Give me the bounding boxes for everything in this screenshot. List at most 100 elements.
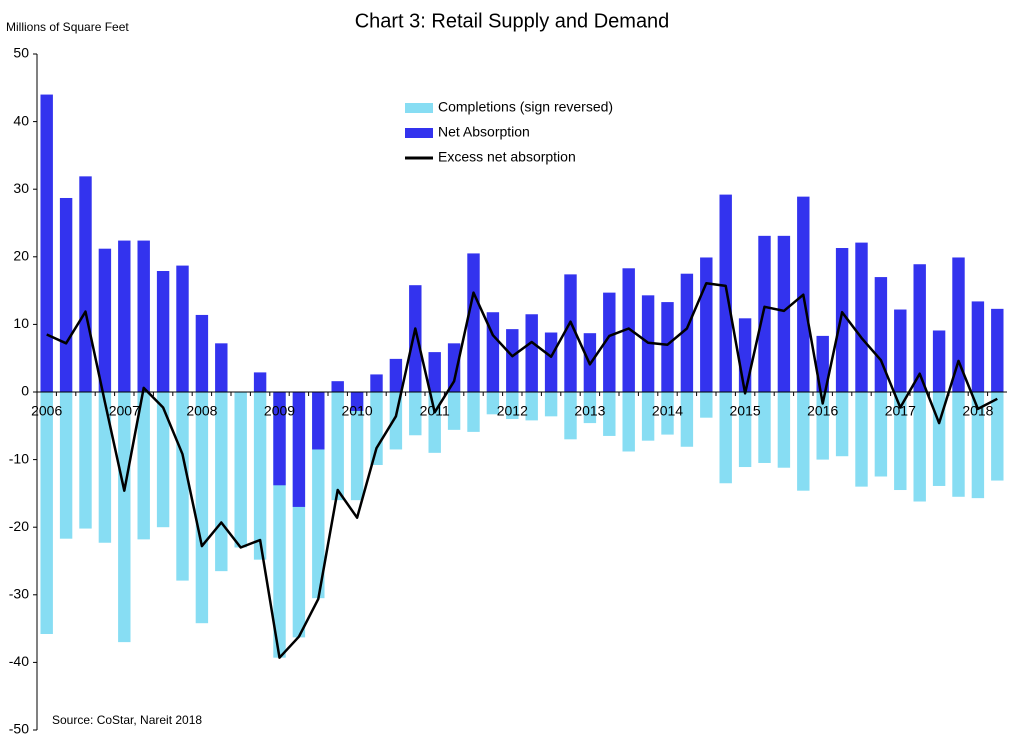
- bar: [661, 302, 674, 392]
- bar: [680, 392, 694, 447]
- bar: [758, 392, 771, 463]
- bar: [292, 392, 306, 507]
- y-tick-label: -10: [9, 450, 29, 466]
- bar: [156, 392, 170, 528]
- bar: [350, 392, 364, 501]
- bar: [680, 273, 694, 392]
- x-tick-label: 2015: [730, 403, 761, 419]
- y-tick-label: 10: [13, 315, 29, 331]
- x-tick-label: 2008: [186, 403, 217, 419]
- bar: [603, 392, 616, 436]
- bar: [835, 248, 849, 392]
- y-axis-label: Millions of Square Feet: [6, 20, 129, 34]
- bar: [137, 240, 150, 392]
- y-tick-label: -30: [9, 586, 29, 602]
- bar: [874, 392, 888, 477]
- bar: [816, 392, 829, 460]
- bar: [409, 285, 422, 392]
- source-note: Source: CoStar, Nareit 2018: [52, 713, 202, 727]
- bar: [816, 335, 829, 392]
- bar: [350, 392, 364, 411]
- bar: [738, 392, 752, 468]
- x-tick-label: 2013: [574, 403, 605, 419]
- bar: [389, 358, 403, 392]
- y-tick-label: -20: [9, 518, 29, 534]
- x-tick-label: 2012: [497, 403, 528, 419]
- bar: [370, 392, 383, 466]
- bar: [59, 197, 73, 392]
- bar: [79, 176, 92, 392]
- bar: [273, 392, 286, 486]
- bar: [40, 94, 53, 392]
- y-tick-label: -40: [9, 653, 29, 669]
- bar: [894, 392, 907, 491]
- y-tick-label: -50: [9, 721, 29, 737]
- bar: [59, 392, 73, 539]
- bar: [312, 392, 325, 450]
- y-tick-label: 50: [13, 45, 29, 61]
- bar: [971, 301, 985, 392]
- y-tick-label: 40: [13, 112, 29, 128]
- bar: [913, 264, 926, 392]
- bar: [525, 392, 538, 421]
- line: [46, 281, 998, 659]
- legend-swatch: [405, 128, 433, 138]
- bar: [641, 392, 655, 441]
- x-tick-label: 2006: [31, 403, 62, 419]
- legend-label: Net Absorption: [438, 124, 530, 140]
- bar: [525, 314, 538, 392]
- bar: [486, 392, 500, 415]
- bar: [622, 268, 635, 392]
- bar: [661, 392, 674, 435]
- bar: [952, 392, 965, 497]
- bar: [506, 392, 519, 420]
- y-tick-label: 20: [13, 248, 29, 264]
- bar: [215, 392, 228, 572]
- bar: [195, 392, 209, 624]
- bar: [971, 392, 985, 499]
- chart-title: Chart 3: Retail Supply and Demand: [355, 10, 670, 32]
- bar: [409, 392, 422, 436]
- bar: [952, 257, 965, 392]
- bar: [137, 392, 150, 540]
- x-tick-label: 2018: [962, 403, 993, 419]
- bar: [253, 392, 267, 560]
- bar: [467, 392, 480, 432]
- bar: [331, 392, 344, 501]
- bar: [370, 374, 383, 392]
- bar: [603, 292, 616, 392]
- bar: [176, 392, 189, 581]
- bar: [622, 392, 635, 452]
- bar: [894, 309, 907, 392]
- bar: [176, 265, 189, 392]
- bar: [195, 314, 209, 392]
- bar: [486, 312, 500, 392]
- bar: [874, 277, 888, 392]
- bar: [118, 240, 131, 392]
- bar: [156, 270, 170, 392]
- bar: [428, 392, 441, 453]
- bar: [719, 194, 732, 392]
- bar: [719, 392, 732, 484]
- bar: [700, 257, 713, 392]
- bar: [991, 392, 1004, 481]
- bar: [447, 392, 461, 430]
- bar: [98, 248, 112, 392]
- legend-label: Completions (sign reversed): [438, 99, 613, 115]
- bar: [253, 372, 267, 392]
- x-tick-label: 2010: [342, 403, 373, 419]
- legend-swatch: [405, 103, 433, 113]
- x-tick-label: 2014: [652, 403, 683, 419]
- bar: [234, 392, 247, 548]
- bar: [835, 392, 849, 457]
- bar: [564, 392, 577, 440]
- bar: [428, 352, 441, 392]
- bar: [797, 392, 810, 491]
- bar: [932, 330, 946, 392]
- x-tick-label: 2016: [807, 403, 838, 419]
- x-tick-label: 2017: [885, 403, 916, 419]
- bar: [506, 329, 519, 392]
- y-tick-label: 0: [21, 383, 29, 399]
- bar: [700, 392, 713, 418]
